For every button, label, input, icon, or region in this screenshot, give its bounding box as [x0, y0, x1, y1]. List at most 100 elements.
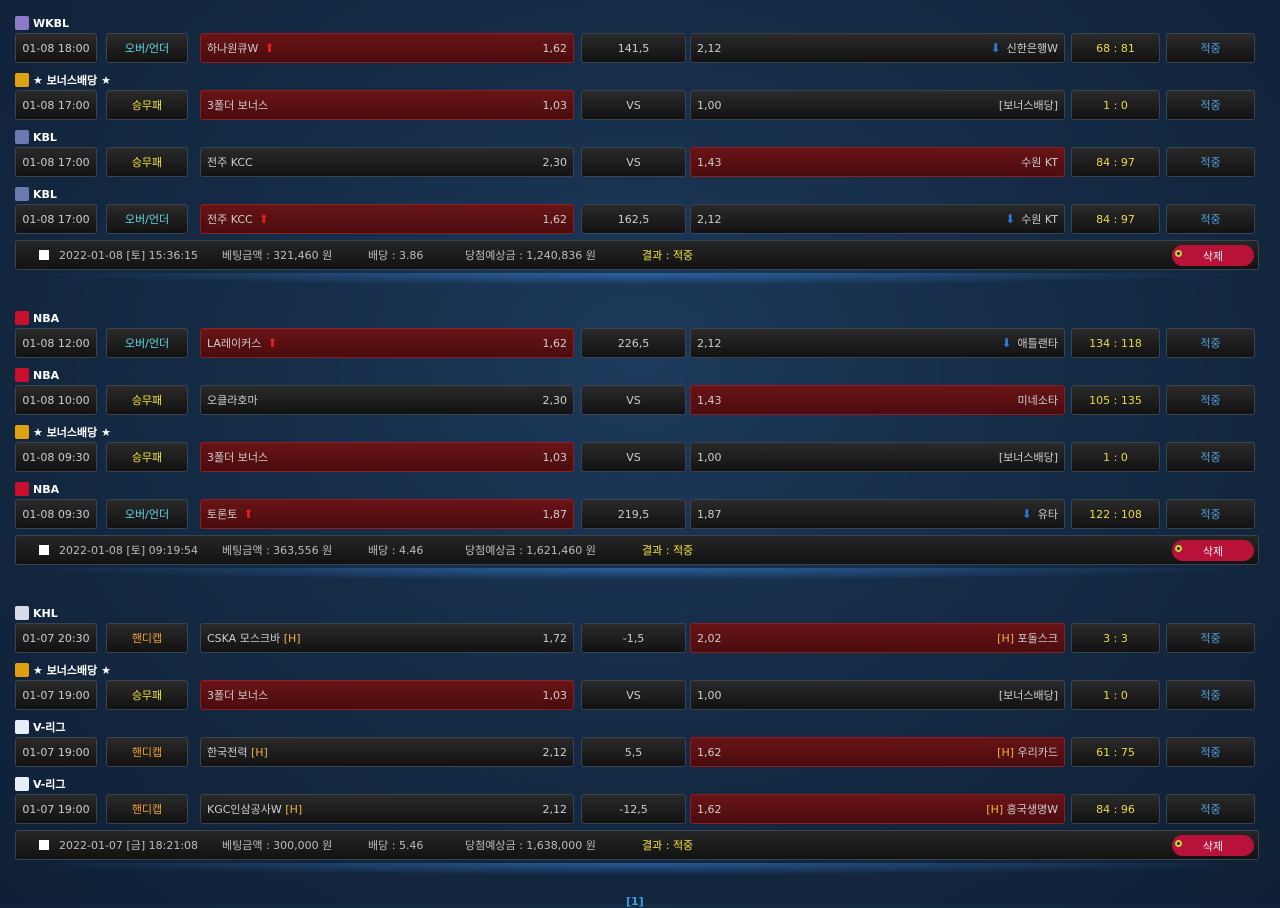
- home-team-cell[interactable]: 3폴더 보너스 1,03: [200, 442, 574, 472]
- bet-slip: WKBL 01-08 18:00 오버/언더 하나원큐W ⬆ 1,62 141,5 2,12 ⬇…: [0, 0, 1280, 295]
- league-header: V-리그: [0, 717, 1280, 737]
- league-name: NBA: [33, 368, 60, 382]
- select-checkbox[interactable]: [39, 840, 49, 850]
- match-time: 01-08 09:30: [15, 442, 97, 472]
- home-team: 3폴더 보너스: [207, 449, 268, 465]
- home-team-cell[interactable]: 한국전력 [H] 2,12: [200, 737, 574, 767]
- away-team-cell[interactable]: 1,00 [보너스배당]: [690, 90, 1065, 120]
- home-team: 토론토 ⬆: [207, 506, 253, 522]
- home-team-cell[interactable]: 3폴더 보너스 1,03: [200, 680, 574, 710]
- home-team-cell[interactable]: 토론토 ⬆ 1,87: [200, 499, 574, 529]
- bet-item: V-리그 01-07 19:00 핸디캡 KGC인삼공사W [H] 2,12 -12,5 1…: [0, 774, 1280, 831]
- delete-button[interactable]: 삭제: [1172, 835, 1254, 856]
- away-odds: 2,02: [697, 631, 722, 645]
- delete-dot-icon: [1175, 545, 1182, 552]
- handicap-value: -1,5: [581, 623, 686, 653]
- bet-type: 핸디캡: [106, 794, 188, 824]
- home-team-cell[interactable]: CSKA 모스크바 [H] 1,72: [200, 623, 574, 653]
- away-team: ⬇ 수원 KT: [1005, 211, 1058, 227]
- away-team-name: 흥국생명W: [1006, 803, 1058, 816]
- result-badge: 적중: [1166, 33, 1255, 63]
- pagination-current-page[interactable]: [1]: [626, 895, 644, 908]
- select-checkbox[interactable]: [39, 250, 49, 260]
- result-badge: 적중: [1166, 623, 1255, 653]
- home-team-name: 전주 KCC: [207, 213, 253, 226]
- expected-winnings: 당첨예상금 : 1,621,460 원: [465, 544, 596, 557]
- away-odds: 1,43: [697, 393, 722, 407]
- match-time: 01-08 17:00: [15, 90, 97, 120]
- away-team-cell[interactable]: 1,43 미네소타: [690, 385, 1065, 415]
- home-team-cell[interactable]: 전주 KCC 2,30: [200, 147, 574, 177]
- match-score: 68 : 81: [1071, 33, 1160, 63]
- handicap-value: 219,5: [581, 499, 686, 529]
- league-header: NBA: [0, 308, 1280, 328]
- bet-item: NBA 01-08 10:00 승무패 오클라호마 2,30 VS 1,43 미네소타 105 …: [0, 365, 1280, 422]
- away-team-cell[interactable]: 1,62 [H] 흥국생명W: [690, 794, 1065, 824]
- table-row: 01-08 17:00 오버/언더 전주 KCC ⬆ 1,62 162,5 2,12 ⬇ 수원 …: [0, 204, 1280, 234]
- home-team-cell[interactable]: 하나원큐W ⬆ 1,62: [200, 33, 574, 63]
- result-badge: 적중: [1166, 385, 1255, 415]
- away-team-cell[interactable]: 1,87 ⬇ 유타: [690, 499, 1065, 529]
- league-name: NBA: [33, 482, 60, 496]
- away-team-cell[interactable]: 1,00 [보너스배당]: [690, 680, 1065, 710]
- home-odds: 1,87: [542, 507, 568, 521]
- select-checkbox[interactable]: [39, 545, 49, 555]
- match-time: 01-07 19:00: [15, 737, 97, 767]
- league-name: KBL: [33, 130, 57, 144]
- league-header: NBA: [0, 365, 1280, 385]
- bet-type: 승무패: [106, 147, 188, 177]
- away-odds: 1,00: [697, 688, 722, 702]
- away-team: 미네소타: [1018, 392, 1058, 408]
- home-team-cell[interactable]: 3폴더 보너스 1,03: [200, 90, 574, 120]
- result-badge: 적중: [1166, 680, 1255, 710]
- away-team: [H] 포돌스크: [997, 630, 1058, 646]
- result-badge: 적중: [1166, 90, 1255, 120]
- away-team: [H] 우리카드: [997, 744, 1058, 760]
- delete-label: 삭제: [1202, 249, 1224, 263]
- away-odds: 1,00: [697, 450, 722, 464]
- home-odds: 1,03: [542, 688, 568, 702]
- total-odds: 배당 : 4.46: [368, 544, 424, 557]
- delete-label: 삭제: [1202, 544, 1224, 558]
- delete-button[interactable]: 삭제: [1172, 540, 1254, 561]
- away-team-cell[interactable]: 1,43 수원 KT: [690, 147, 1065, 177]
- away-odds: 1,62: [697, 745, 722, 759]
- away-team-name: 수원 KT: [1021, 213, 1058, 226]
- arrow-down-icon: ⬇: [1021, 507, 1032, 521]
- delete-button[interactable]: 삭제: [1172, 245, 1254, 266]
- bet-summary: 2022-01-07 [금] 18:21:08 베팅금액 : 300,000 원 배…: [15, 830, 1259, 875]
- bet-datetime: 2022-01-07 [금] 18:21:08: [59, 839, 199, 852]
- away-team-cell[interactable]: 2,12 ⬇ 신한은행W: [690, 33, 1065, 63]
- away-team-cell[interactable]: 2,02 [H] 포돌스크: [690, 623, 1065, 653]
- table-row: 01-07 20:30 핸디캡 CSKA 모스크바 [H] 1,72 -1,5 2,02 […: [0, 623, 1280, 653]
- bet-amount: 베팅금액 : 321,460 원: [222, 249, 333, 262]
- bet-item: NBA 01-08 12:00 오버/언더 LA레이커스 ⬆ 1,62 226,5 2,12 ⬇…: [0, 308, 1280, 365]
- home-team-name: 하나원큐W: [207, 42, 259, 55]
- match-time: 01-08 17:00: [15, 204, 97, 234]
- home-team-cell[interactable]: 오클라호마 2,30: [200, 385, 574, 415]
- league-name: V-리그: [33, 778, 66, 791]
- bonus-league-icon: [15, 73, 29, 87]
- home-team-cell[interactable]: KGC인삼공사W [H] 2,12: [200, 794, 574, 824]
- table-row: 01-07 19:00 핸디캡 KGC인삼공사W [H] 2,12 -12,5 1,62 […: [0, 794, 1280, 824]
- league-name: NBA: [33, 311, 60, 325]
- home-team: 3폴더 보너스: [207, 97, 268, 113]
- bet-item: KBL 01-08 17:00 승무패 전주 KCC 2,30 VS 1,43 수원 KT 84…: [0, 127, 1280, 184]
- home-team-name: 3폴더 보너스: [207, 451, 269, 464]
- away-team: [보너스배당]: [999, 449, 1058, 465]
- home-team-name: KGC인삼공사W: [207, 803, 282, 816]
- away-team-cell[interactable]: 1,62 [H] 우리카드: [690, 737, 1065, 767]
- arrow-down-icon: ⬇: [1005, 212, 1016, 226]
- home-odds: 2,12: [542, 802, 568, 816]
- bet-type: 승무패: [106, 680, 188, 710]
- home-team: 전주 KCC ⬆: [207, 211, 269, 227]
- home-team-cell[interactable]: 전주 KCC ⬆ 1,62: [200, 204, 574, 234]
- away-team: ⬇ 신한은행W: [991, 40, 1058, 56]
- home-team-cell[interactable]: LA레이커스 ⬆ 1,62: [200, 328, 574, 358]
- away-team-cell[interactable]: 1,00 [보너스배당]: [690, 442, 1065, 472]
- away-team-cell[interactable]: 2,12 ⬇ 애틀랜타: [690, 328, 1065, 358]
- away-team: 수원 KT: [1021, 154, 1058, 170]
- bet-item: ★ 보너스배당 ★ 01-08 09:30 승무패 3폴더 보너스 1,03 VS 1,00…: [0, 422, 1280, 479]
- home-odds: 1,72: [542, 631, 568, 645]
- away-team-cell[interactable]: 2,12 ⬇ 수원 KT: [690, 204, 1065, 234]
